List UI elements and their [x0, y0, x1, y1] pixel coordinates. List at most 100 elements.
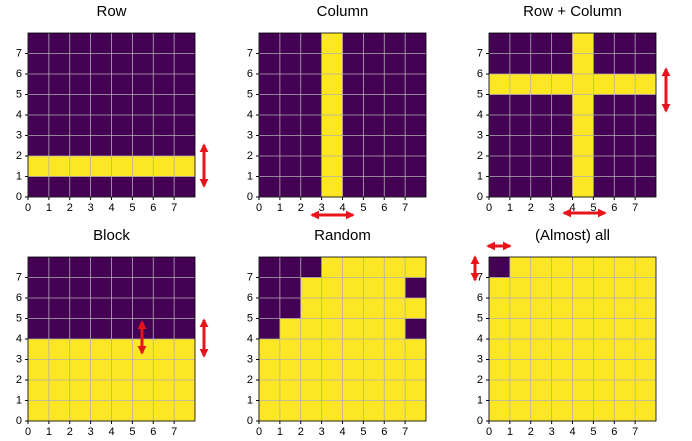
plot-frame: [258, 256, 427, 422]
cell: [90, 298, 112, 319]
cell: [572, 359, 594, 380]
cell: [530, 176, 552, 197]
cell: [635, 115, 656, 136]
cell: [48, 277, 70, 298]
y-tick-label: 5: [247, 88, 253, 100]
cell: [363, 257, 385, 278]
y-tick-label: 3: [477, 129, 483, 141]
cell: [300, 135, 322, 156]
cell: [489, 359, 510, 380]
cell: [530, 135, 552, 156]
cell: [405, 339, 426, 360]
cell: [279, 318, 301, 339]
cell: [614, 115, 636, 136]
cell: [28, 115, 49, 136]
cell: [279, 53, 301, 74]
cell: [132, 33, 154, 54]
cell: [69, 33, 91, 54]
cell: [530, 53, 552, 74]
cell: [593, 339, 615, 360]
cell: [572, 380, 594, 401]
x-tick-label: 1: [507, 426, 513, 438]
cell: [405, 135, 426, 156]
x-tick-label: 3: [319, 426, 325, 438]
x-tick-label: 5: [590, 202, 596, 214]
cell: [174, 318, 195, 339]
cell: [635, 33, 656, 54]
cell: [551, 339, 573, 360]
cell: [48, 318, 70, 339]
cell: [614, 277, 636, 298]
cell: [90, 53, 112, 74]
cell: [509, 257, 531, 278]
cell: [28, 380, 49, 401]
cell: [48, 359, 70, 380]
cell: [153, 277, 175, 298]
x-tick-label: 0: [256, 202, 262, 214]
cell: [614, 257, 636, 278]
cell: [572, 33, 594, 54]
cell: [363, 74, 385, 95]
x-tick-label: 0: [25, 426, 31, 438]
cell: [259, 318, 280, 339]
cell: [321, 318, 343, 339]
cell: [48, 400, 70, 421]
cell: [572, 277, 594, 298]
cell: [153, 380, 175, 401]
chart-title: Block: [93, 227, 130, 244]
y-tick-label: 2: [16, 374, 22, 386]
cell: [509, 176, 531, 197]
cell: [363, 339, 385, 360]
cell: [174, 359, 195, 380]
cell: [489, 156, 510, 177]
cell: [530, 257, 552, 278]
cell: [593, 94, 615, 115]
x-tick-label: 1: [277, 202, 283, 214]
cell: [363, 94, 385, 115]
cell: [572, 53, 594, 74]
x-tick-label: 3: [88, 202, 94, 214]
cell: [593, 176, 615, 197]
cell: [405, 277, 426, 298]
cell: [384, 359, 406, 380]
cell: [321, 298, 343, 319]
cell: [300, 115, 322, 136]
cell: [509, 74, 531, 95]
cell: [153, 318, 175, 339]
cell: [259, 359, 280, 380]
cell: [28, 339, 49, 360]
cell: [90, 156, 112, 177]
cell: [132, 359, 154, 380]
chart-title: Row: [96, 3, 126, 20]
cell: [111, 298, 133, 319]
y-tick-label: 1: [16, 170, 22, 182]
cell: [405, 380, 426, 401]
cell: [300, 277, 322, 298]
cell: [90, 318, 112, 339]
cell: [384, 339, 406, 360]
plot-frame: [258, 32, 427, 198]
y-tick-label: 2: [16, 150, 22, 162]
cell: [153, 339, 175, 360]
cell: [132, 94, 154, 115]
cell: [530, 318, 552, 339]
cell: [174, 277, 195, 298]
cell: [279, 115, 301, 136]
cell: [111, 380, 133, 401]
cell: [572, 74, 594, 95]
cell: [132, 298, 154, 319]
cell: [28, 298, 49, 319]
cell: [132, 277, 154, 298]
cell: [614, 298, 636, 319]
y-tick-label: 3: [247, 129, 253, 141]
cell: [572, 115, 594, 136]
cell: [111, 277, 133, 298]
cell: [69, 339, 91, 360]
cell: [635, 318, 656, 339]
y-tick-label: 5: [16, 312, 22, 324]
cell: [509, 115, 531, 136]
cell: [635, 156, 656, 177]
cell: [300, 400, 322, 421]
